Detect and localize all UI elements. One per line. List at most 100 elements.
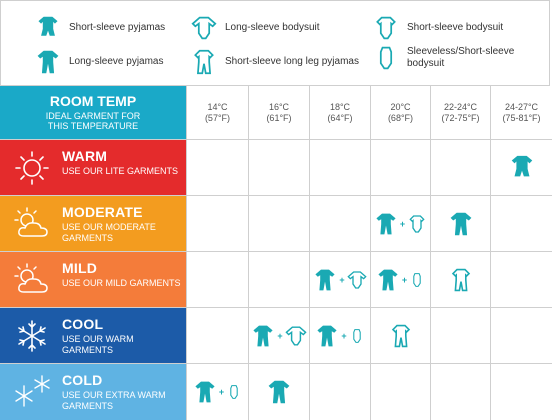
garment-cell — [248, 196, 309, 251]
garment-cell — [186, 308, 248, 363]
long-sleeve-bodysuit-icon — [285, 325, 307, 347]
legend-item: Short-sleeve long leg pyjamas — [191, 49, 359, 75]
sun-icon — [15, 151, 49, 185]
sleeveless-bodysuit-icon — [349, 325, 365, 347]
garment-cell — [309, 140, 370, 195]
legend-label: Long-sleeve pyjamas — [69, 56, 164, 67]
temp-header-cell: 14°C (57°F) — [186, 86, 248, 139]
temp-fahrenheit: (75-81°F) — [502, 112, 541, 123]
long-sleeve-pyjamas-icon — [35, 49, 61, 75]
short-sleeve-bodysuit-icon — [407, 213, 427, 235]
legend-item: Short-sleeve pyjamas — [35, 15, 165, 41]
short-sleeve-pyjamas-icon — [508, 153, 536, 183]
long-sleeve-pyjamas-icon — [266, 377, 292, 407]
long-sleeve-pyjamas-icon — [193, 378, 217, 406]
room-temp-header: ROOM TEMP IDEAL GARMENT FOR THIS TEMPERA… — [0, 86, 186, 139]
long-sleeve-pyjamas-icon — [313, 266, 337, 294]
garment-cell — [490, 364, 552, 420]
garment-cell — [370, 308, 430, 363]
snowflake-icon — [18, 320, 46, 352]
long-sleeve-pyjamas-icon — [376, 266, 400, 294]
garment-cell — [430, 140, 490, 195]
sleeveless-bodysuit-icon — [373, 45, 399, 71]
plus-sign: + — [401, 274, 408, 285]
garment-cell — [186, 252, 248, 307]
row-description: USE OUR WARM GARMENTS — [62, 334, 134, 355]
plus-sign: + — [218, 387, 225, 397]
plus-sign: + — [339, 274, 345, 285]
garment-cell — [430, 364, 490, 420]
long-sleeve-pyjamas-icon — [448, 209, 474, 239]
row-description: USE OUR MILD GARMENTS — [62, 278, 181, 288]
long-sleeve-pyjamas-icon — [251, 322, 275, 350]
table-row-moderate: MODERATE USE OUR MODERATE GARMENTS + — [0, 196, 552, 252]
temperature-table: ROOM TEMP IDEAL GARMENT FOR THIS TEMPERA… — [0, 86, 552, 420]
table-row-cool: COOL USE OUR WARM GARMENTS + + — [0, 308, 552, 364]
temp-header-cell: 22-24°C (72-75°F) — [430, 86, 490, 139]
garment-cell: + — [186, 364, 248, 420]
legend-label: Long-sleeve bodysuit — [225, 22, 320, 33]
garment-cell: + — [309, 308, 370, 363]
garment-cell — [490, 196, 552, 251]
plus-sign: + — [341, 330, 347, 341]
plus-sign: + — [277, 330, 283, 341]
sun-cloud-icon — [14, 207, 48, 237]
sun-cloud-icon — [14, 263, 48, 293]
garment-cell — [248, 252, 309, 307]
legend-item: Short-sleeve bodysuit — [373, 15, 503, 41]
temp-celsius: 20°C — [390, 101, 411, 112]
sleeveless-bodysuit-icon — [409, 269, 425, 291]
garment-cell — [490, 140, 552, 195]
cool-label: COOL USE OUR WARM GARMENTS — [0, 308, 186, 363]
short-sleeve-long-leg-pyjamas-icon — [449, 265, 473, 295]
garment-cell: + — [309, 252, 370, 307]
temp-fahrenheit: (57°F) — [204, 112, 231, 123]
garment-cell — [186, 140, 248, 195]
garment-cell: + — [370, 196, 430, 251]
short-sleeve-long-leg-pyjamas-icon — [191, 49, 217, 75]
garment-cell — [430, 252, 490, 307]
temp-fahrenheit: (64°F) — [327, 112, 353, 123]
garment-cell: + — [248, 308, 309, 363]
garment-cell — [490, 252, 552, 307]
header-subtitle: IDEAL GARMENT FOR THIS TEMPERATURE — [45, 111, 141, 131]
row-title: WARM — [62, 148, 108, 164]
legend-label: Short-sleeve long leg pyjamas — [225, 56, 359, 67]
temp-fahrenheit: (61°F) — [266, 112, 292, 123]
sleeveless-bodysuit-icon — [226, 381, 242, 403]
garment-cell — [186, 196, 248, 251]
warm-label: WARM USE OUR LITE GARMENTS — [0, 140, 186, 195]
cold-label: COLD USE OUR EXTRA WARM GARMENTS — [0, 364, 186, 420]
row-title: COLD — [62, 372, 103, 388]
garment-cell — [490, 308, 552, 363]
garment-cell — [309, 364, 370, 420]
short-sleeve-bodysuit-icon — [373, 15, 399, 41]
legend-item: Long-sleeve pyjamas — [35, 49, 164, 75]
header-title: ROOM TEMP — [49, 93, 137, 109]
temp-celsius: 24-27°C — [504, 101, 539, 112]
garment-cell — [370, 140, 430, 195]
table-row-mild: MILD USE OUR MILD GARMENTS + + — [0, 252, 552, 308]
temp-celsius: 14°C — [207, 101, 228, 112]
garment-cell — [248, 140, 309, 195]
garment-cell — [370, 364, 430, 420]
temp-fahrenheit: (72-75°F) — [441, 112, 480, 123]
garment-cell — [430, 308, 490, 363]
long-sleeve-pyjamas-icon — [374, 210, 398, 238]
row-title: MODERATE — [62, 204, 143, 220]
table-row-cold: COLD USE OUR EXTRA WARM GARMENTS + — [0, 364, 552, 420]
plus-sign: + — [399, 218, 406, 229]
table-header-row: ROOM TEMP IDEAL GARMENT FOR THIS TEMPERA… — [0, 86, 552, 140]
short-sleeve-pyjamas-icon — [35, 15, 61, 41]
long-sleeve-pyjamas-icon — [315, 322, 339, 350]
long-sleeve-bodysuit-icon — [347, 269, 367, 291]
legend-label: Short-sleeve pyjamas — [69, 22, 166, 33]
snowflakes-icon — [15, 375, 50, 407]
temp-celsius: 22-24°C — [443, 101, 478, 112]
row-description: USE OUR EXTRA WARM GARMENTS — [62, 390, 166, 411]
temp-celsius: 16°C — [268, 101, 290, 112]
temp-celsius: 18°C — [329, 101, 351, 112]
garment-cell — [309, 196, 370, 251]
row-title: COOL — [62, 316, 104, 332]
garment-legend: Short-sleeve pyjamas Long-sleeve bodysui… — [0, 0, 550, 86]
